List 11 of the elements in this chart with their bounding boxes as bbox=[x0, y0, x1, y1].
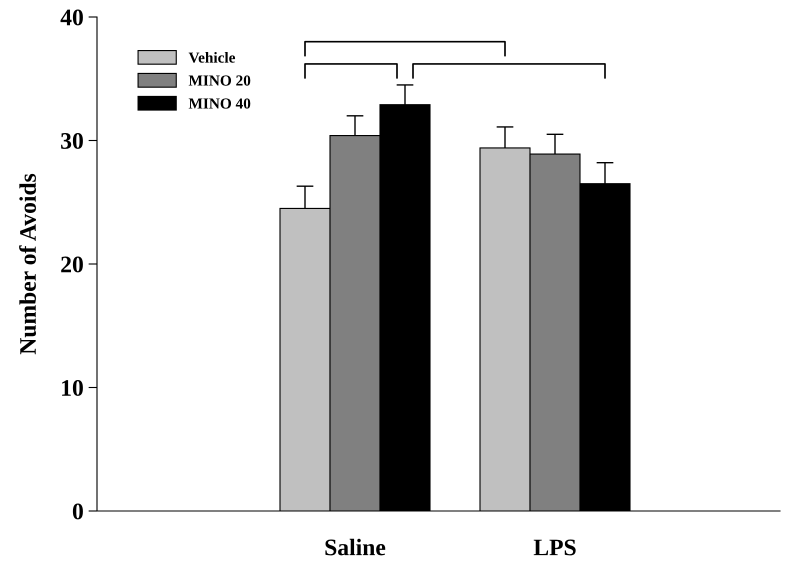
y-tick-label: 10 bbox=[62, 380, 83, 396]
x-tick-label: LPS bbox=[534, 540, 576, 556]
y-tick-label: 40 bbox=[60, 9, 83, 26]
y-axis-title: Number of Avoids bbox=[19, 174, 36, 354]
x-tick-label: Saline bbox=[325, 538, 386, 556]
legend-label: MINO 40 bbox=[188, 98, 250, 109]
y-tick-label: 20 bbox=[61, 256, 83, 272]
y-tick-label: 30 bbox=[61, 132, 83, 149]
legend-label: MINO 20 bbox=[188, 75, 250, 86]
legend-label: Vehicle bbox=[188, 52, 236, 63]
y-tick-label: 0 bbox=[72, 503, 83, 520]
